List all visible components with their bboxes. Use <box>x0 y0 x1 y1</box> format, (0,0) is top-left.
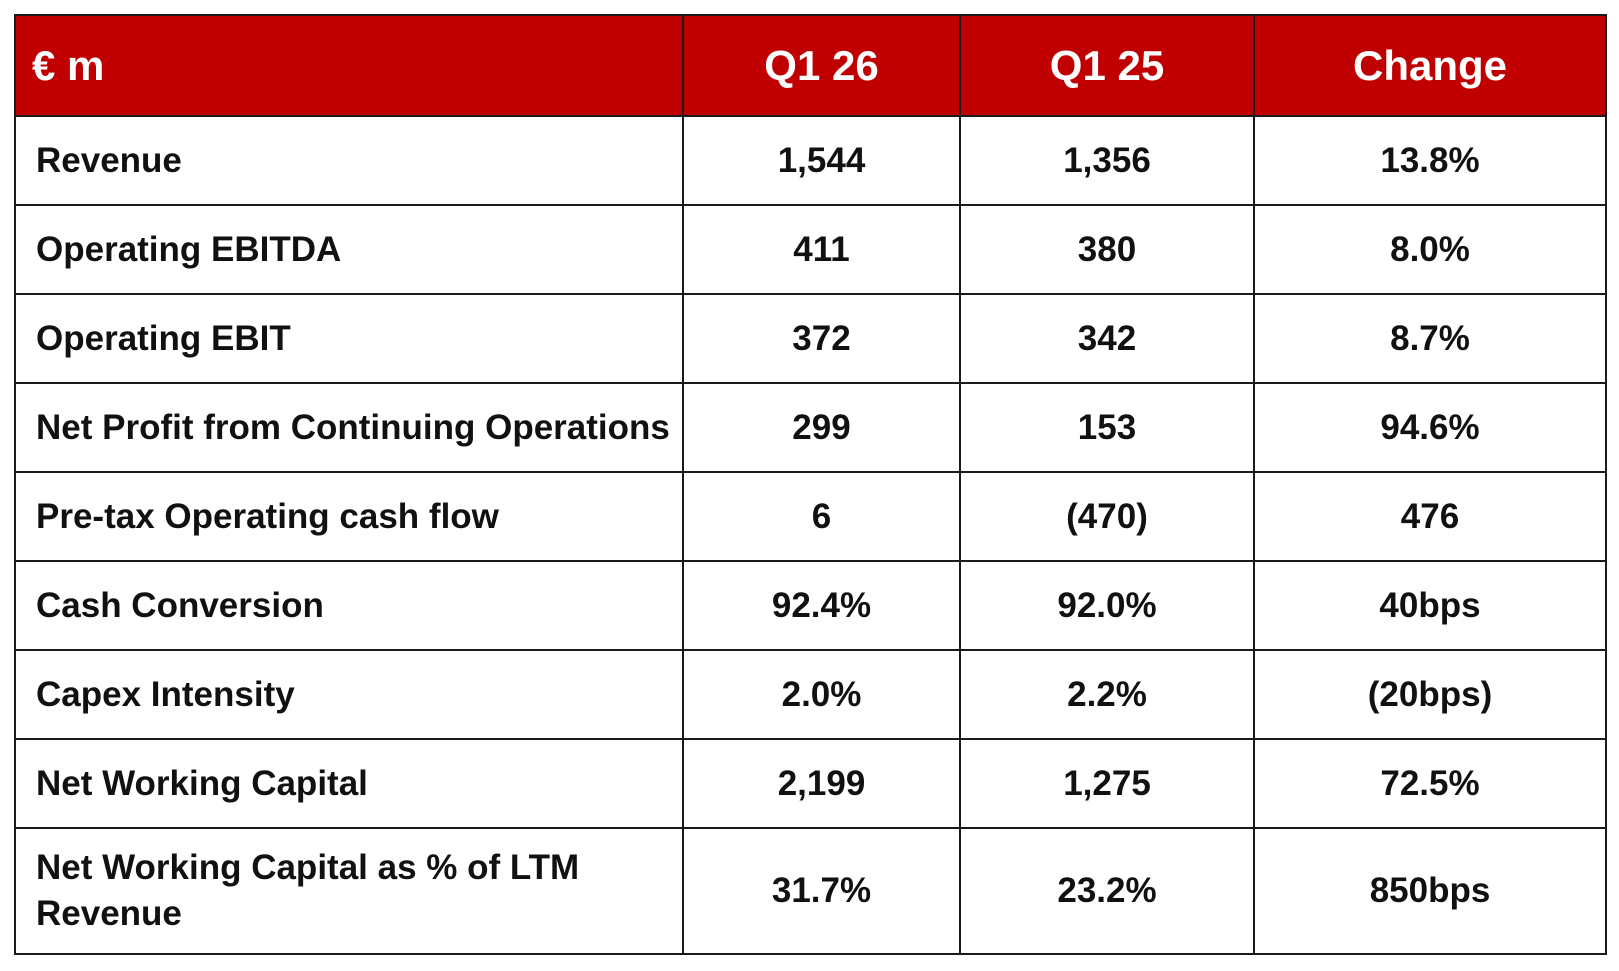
table-row: Net Working Capital 2,199 1,275 72.5% <box>14 738 1607 829</box>
table-row: Operating EBIT 372 342 8.7% <box>14 293 1607 384</box>
row-label: Operating EBIT <box>14 293 684 384</box>
financial-summary-table: € m Q1 26 Q1 25 Change Revenue 1,544 1,3… <box>14 14 1607 955</box>
row-label: Net Working Capital as % of LTM Revenue <box>14 827 684 955</box>
cell-q1-25: 380 <box>959 204 1255 295</box>
cell-q1-26: 92.4% <box>682 560 961 651</box>
cell-q1-25: 1,275 <box>959 738 1255 829</box>
table-row: Cash Conversion 92.4% 92.0% 40bps <box>14 560 1607 651</box>
cell-q1-25: 23.2% <box>959 827 1255 955</box>
row-label: Revenue <box>14 115 684 206</box>
table-body: Revenue 1,544 1,356 13.8% Operating EBIT… <box>14 115 1607 955</box>
header-q1-26: Q1 26 <box>682 14 961 117</box>
row-label: Operating EBITDA <box>14 204 684 295</box>
cell-q1-26: 299 <box>682 382 961 473</box>
cell-q1-26: 2,199 <box>682 738 961 829</box>
header-q1-25: Q1 25 <box>959 14 1255 117</box>
table-row: Operating EBITDA 411 380 8.0% <box>14 204 1607 295</box>
cell-q1-26: 372 <box>682 293 961 384</box>
row-label: Net Working Capital <box>14 738 684 829</box>
table-row: Pre-tax Operating cash flow 6 (470) 476 <box>14 471 1607 562</box>
cell-change: 850bps <box>1253 827 1607 955</box>
cell-change: 13.8% <box>1253 115 1607 206</box>
cell-change: (20bps) <box>1253 649 1607 740</box>
cell-change: 40bps <box>1253 560 1607 651</box>
cell-change: 476 <box>1253 471 1607 562</box>
cell-q1-25: (470) <box>959 471 1255 562</box>
cell-q1-25: 2.2% <box>959 649 1255 740</box>
row-label: Cash Conversion <box>14 560 684 651</box>
table-row: Net Working Capital as % of LTM Revenue … <box>14 827 1607 955</box>
cell-change: 8.0% <box>1253 204 1607 295</box>
table-row: Net Profit from Continuing Operations 29… <box>14 382 1607 473</box>
cell-q1-26: 31.7% <box>682 827 961 955</box>
cell-change: 94.6% <box>1253 382 1607 473</box>
table-header: € m Q1 26 Q1 25 Change <box>14 14 1607 117</box>
cell-change: 8.7% <box>1253 293 1607 384</box>
table-row: Revenue 1,544 1,356 13.8% <box>14 115 1607 206</box>
cell-q1-25: 92.0% <box>959 560 1255 651</box>
row-label: Net Profit from Continuing Operations <box>14 382 684 473</box>
cell-q1-25: 342 <box>959 293 1255 384</box>
cell-q1-25: 1,356 <box>959 115 1255 206</box>
header-unit: € m <box>14 14 684 117</box>
header-row: € m Q1 26 Q1 25 Change <box>14 14 1607 117</box>
cell-q1-25: 153 <box>959 382 1255 473</box>
cell-change: 72.5% <box>1253 738 1607 829</box>
cell-q1-26: 411 <box>682 204 961 295</box>
row-label: Capex Intensity <box>14 649 684 740</box>
cell-q1-26: 6 <box>682 471 961 562</box>
header-change: Change <box>1253 14 1607 117</box>
cell-q1-26: 1,544 <box>682 115 961 206</box>
table-row: Capex Intensity 2.0% 2.2% (20bps) <box>14 649 1607 740</box>
row-label: Pre-tax Operating cash flow <box>14 471 684 562</box>
financial-summary-table-container: € m Q1 26 Q1 25 Change Revenue 1,544 1,3… <box>14 14 1607 955</box>
cell-q1-26: 2.0% <box>682 649 961 740</box>
